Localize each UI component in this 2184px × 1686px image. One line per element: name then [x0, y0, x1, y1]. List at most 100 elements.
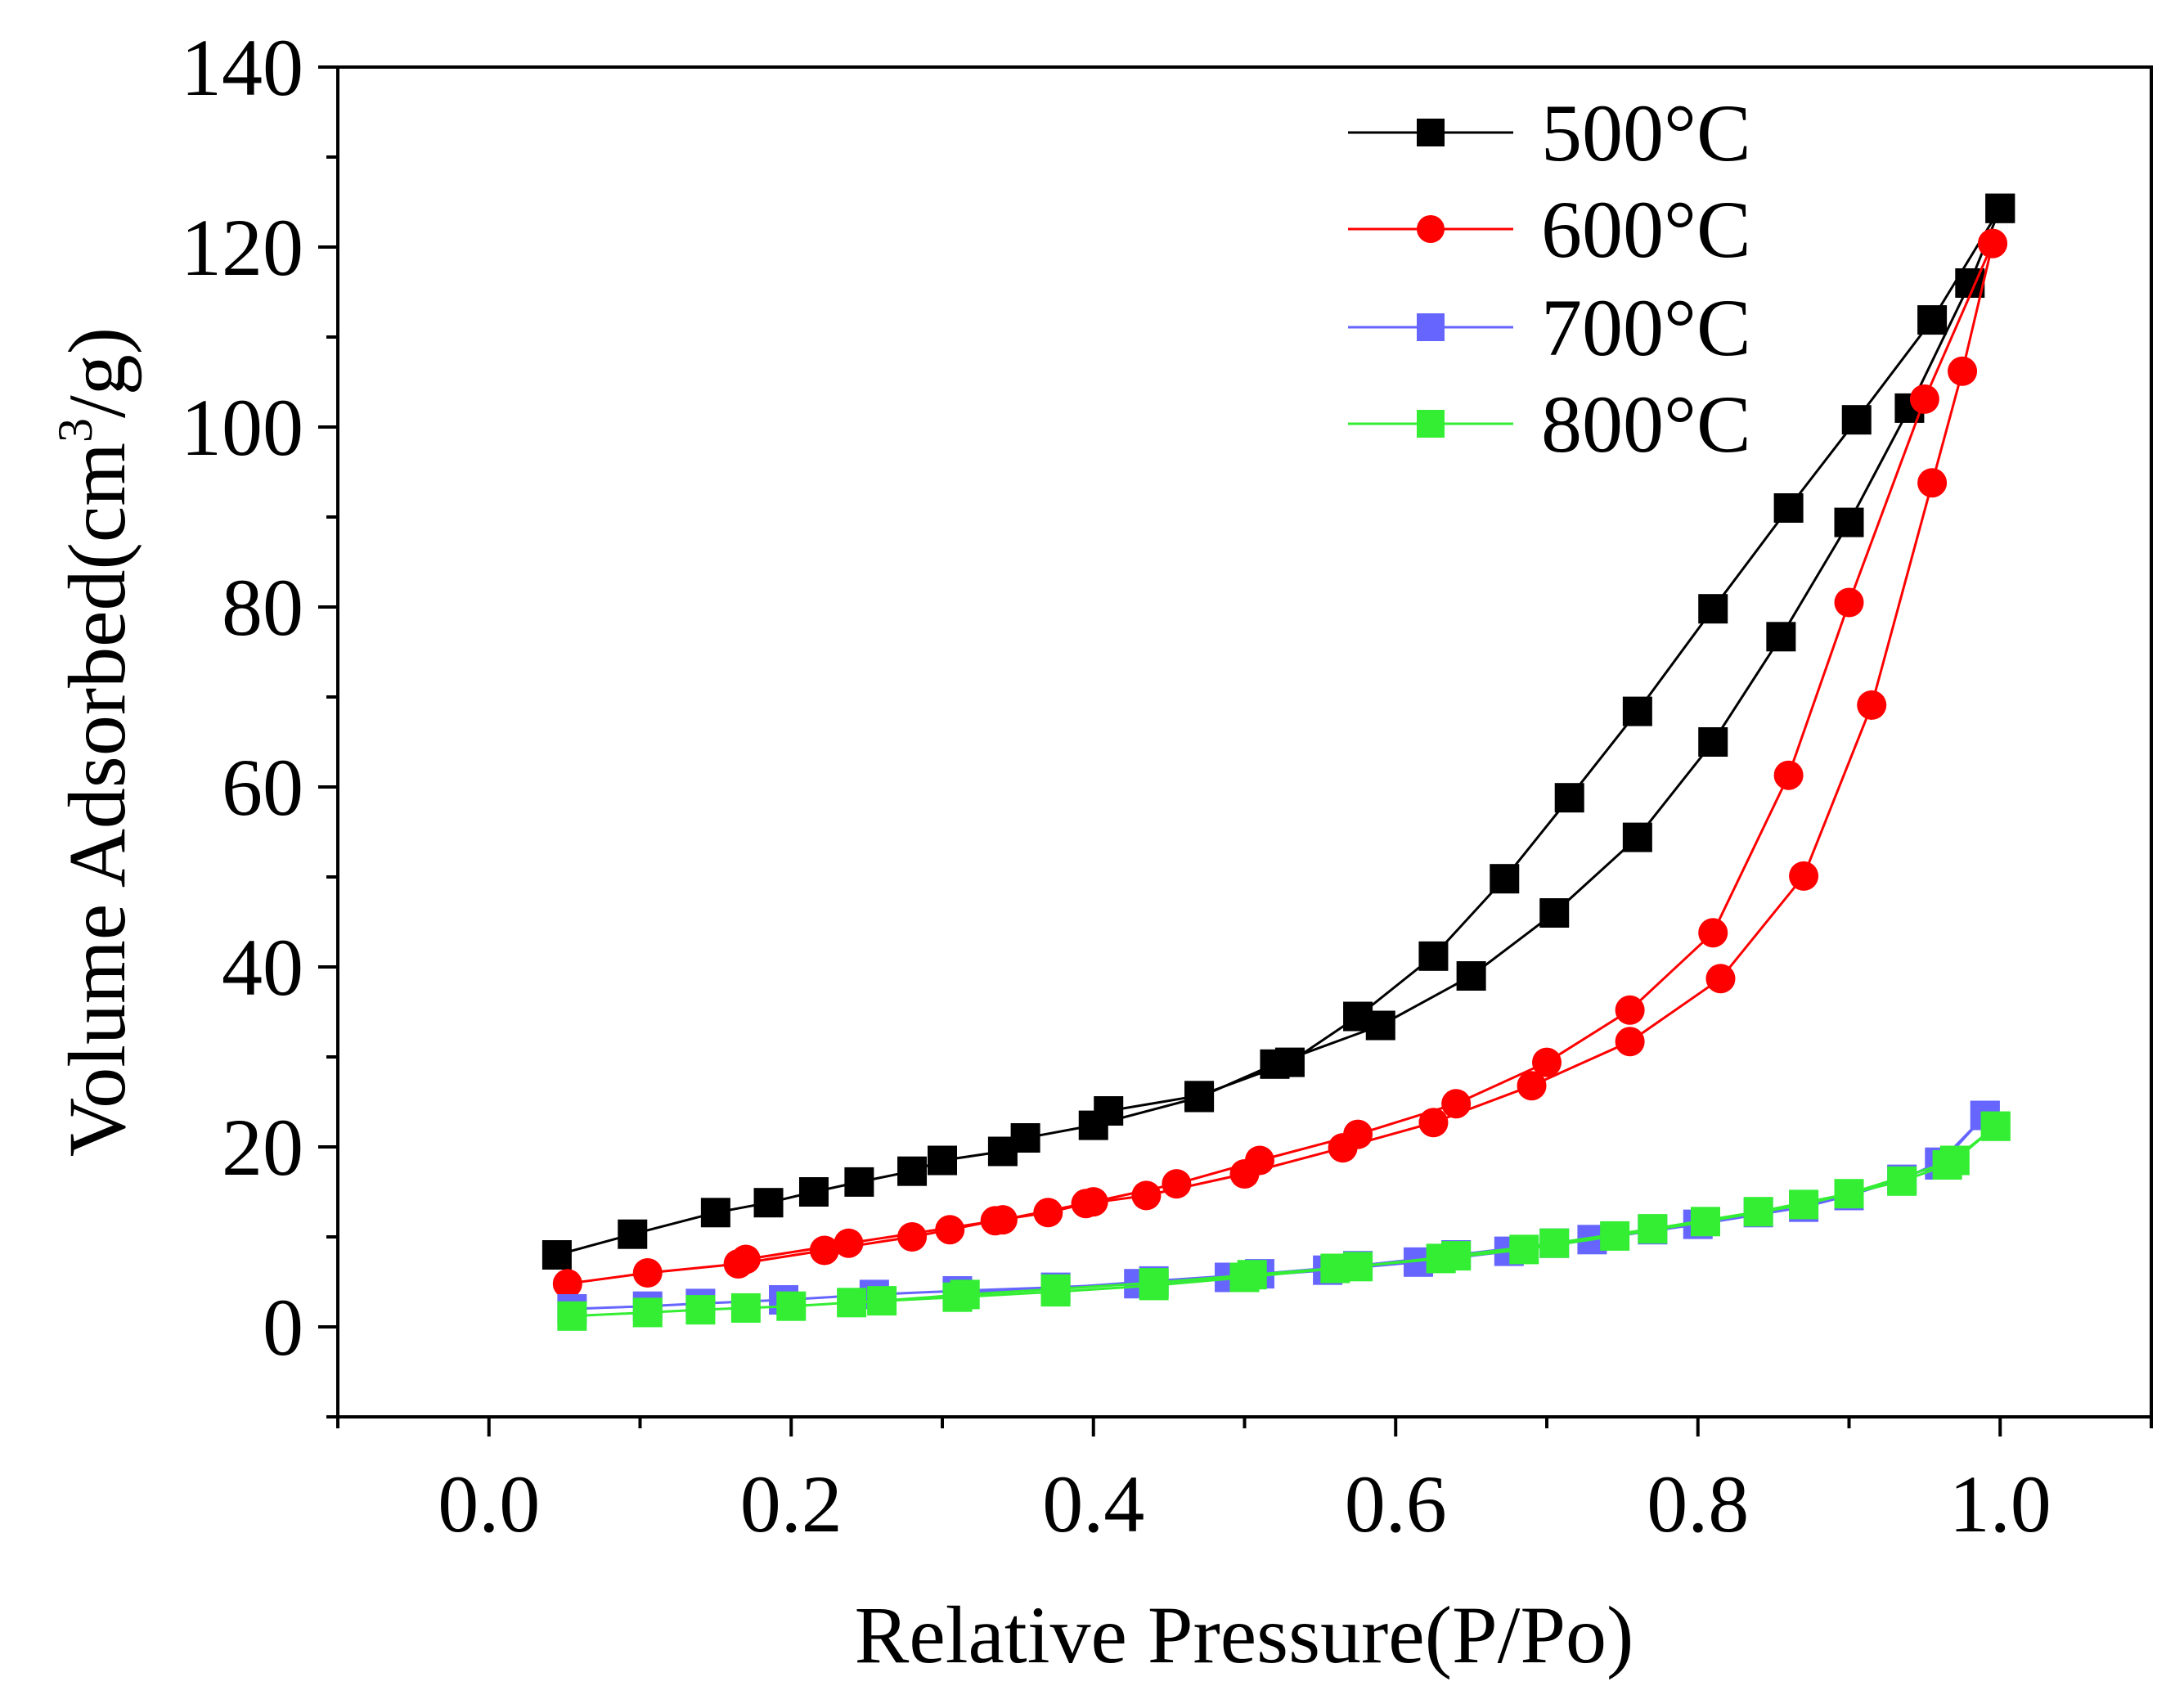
- data-point-adsorption: [618, 1219, 648, 1249]
- y-tick-label: 20: [222, 1102, 303, 1193]
- data-point-adsorption: [632, 1258, 663, 1288]
- data-point-desorption: [1274, 1047, 1305, 1077]
- y-axis-title-tail: /g): [52, 327, 142, 418]
- data-point-adsorption: [1789, 1189, 1819, 1220]
- data-point-adsorption: [1539, 898, 1570, 928]
- legend-marker: [1417, 313, 1445, 341]
- data-point-adsorption: [1010, 1123, 1040, 1153]
- series-0: [542, 193, 2015, 1270]
- series-line-desorption: [745, 242, 1994, 1261]
- series-1: [552, 228, 2008, 1299]
- legend-item: 800°C: [1348, 379, 1751, 470]
- legend-label: 600°C: [1541, 184, 1751, 275]
- data-point-desorption: [1094, 1096, 1124, 1126]
- series-layer: [542, 193, 2015, 1331]
- x-tick-label: 0.4: [1042, 1459, 1144, 1549]
- data-point-desorption: [1040, 1274, 1071, 1304]
- data-point-desorption: [1638, 1214, 1668, 1244]
- data-point-desorption: [1743, 1197, 1773, 1227]
- data-point-desorption: [1698, 594, 1728, 624]
- x-tick-label: 0.8: [1647, 1459, 1749, 1549]
- data-point-desorption: [1184, 1081, 1215, 1111]
- series-line-adsorption: [567, 243, 1994, 1285]
- data-point-desorption: [1162, 1169, 1192, 1199]
- data-point-adsorption: [776, 1291, 807, 1321]
- data-point-desorption: [950, 1279, 980, 1310]
- data-point-adsorption: [730, 1293, 761, 1323]
- y-axis-title-main: Volume Adsorbed(cm: [52, 443, 142, 1157]
- data-point-desorption: [1532, 1047, 1562, 1077]
- data-point-desorption: [987, 1205, 1018, 1235]
- x-axis-title: Relative Pressure(P/Po): [855, 1589, 1634, 1680]
- data-point-adsorption: [1615, 1027, 1645, 1057]
- data-point-desorption: [1698, 918, 1728, 948]
- data-point-desorption: [1909, 384, 1939, 414]
- data-point-desorption: [1939, 1145, 1970, 1176]
- series-line-desorption: [957, 1114, 1986, 1295]
- data-point-desorption: [834, 1228, 864, 1258]
- series-3: [557, 1111, 2011, 1331]
- data-point-adsorption: [1509, 1234, 1539, 1265]
- data-point-adsorption: [1887, 1166, 1917, 1196]
- data-point-desorption: [1418, 941, 1449, 971]
- data-point-adsorption: [1857, 690, 1887, 720]
- legend-item: 700°C: [1348, 282, 1751, 373]
- data-point-desorption: [1539, 1228, 1570, 1258]
- data-point-adsorption: [798, 1177, 829, 1207]
- legend-label: 800°C: [1541, 379, 1751, 470]
- y-tick-label: 40: [222, 922, 303, 1013]
- data-point-desorption: [1980, 1111, 2011, 1141]
- data-point-adsorption: [700, 1198, 730, 1228]
- data-point-desorption: [730, 1244, 761, 1275]
- legend-marker: [1417, 215, 1445, 243]
- y-tick-label: 60: [222, 742, 303, 833]
- data-point-adsorption: [897, 1222, 928, 1252]
- data-point-adsorption: [552, 1269, 582, 1299]
- data-point-adsorption: [1622, 822, 1652, 852]
- data-point-desorption: [1078, 1187, 1108, 1217]
- x-tick-label: 1.0: [1949, 1459, 2051, 1549]
- x-tick-label: 0.0: [438, 1459, 540, 1549]
- y-tick-label: 140: [181, 22, 303, 113]
- data-point-adsorption: [1456, 961, 1486, 991]
- plot-frame: [336, 65, 2153, 1418]
- data-point-desorption: [1343, 1119, 1373, 1149]
- data-point-desorption: [1773, 760, 1804, 790]
- y-tick-label: 80: [222, 562, 303, 653]
- legend-item: 600°C: [1348, 184, 1751, 275]
- data-point-adsorption: [837, 1288, 867, 1318]
- series-line-adsorption: [572, 1114, 1986, 1311]
- y-tick-label: 0: [263, 1282, 303, 1373]
- data-point-adsorption: [1766, 622, 1796, 652]
- data-point-adsorption: [542, 1240, 572, 1270]
- data-point-desorption: [1244, 1145, 1274, 1176]
- legend-marker: [1417, 119, 1445, 146]
- data-point-desorption: [1841, 405, 1872, 435]
- y-tick-label: 120: [181, 202, 303, 293]
- data-point-adsorption: [685, 1295, 716, 1325]
- legend-item: 500°C: [1348, 88, 1751, 178]
- data-point-adsorption: [1600, 1221, 1630, 1251]
- axis-ticks: [318, 65, 2153, 1436]
- y-tick-label: 100: [181, 382, 303, 473]
- data-point-desorption: [1978, 228, 2008, 259]
- data-point-desorption: [1441, 1089, 1472, 1119]
- data-point-adsorption: [1517, 1071, 1547, 1101]
- legend-marker: [1417, 410, 1445, 438]
- data-point-adsorption: [632, 1297, 663, 1328]
- data-point-desorption: [1834, 587, 1864, 618]
- data-point-desorption: [1237, 1260, 1267, 1290]
- y-axis-title: Volume Adsorbed(cm3/g): [48, 327, 142, 1157]
- data-point-desorption: [1917, 305, 1948, 335]
- data-point-adsorption: [1033, 1198, 1063, 1228]
- data-point-adsorption: [1698, 727, 1728, 757]
- data-point-adsorption: [1789, 861, 1819, 891]
- data-point-adsorption: [753, 1188, 784, 1218]
- legend-label: 700°C: [1541, 282, 1751, 373]
- data-point-adsorption: [1418, 1108, 1449, 1138]
- data-point-desorption: [1139, 1268, 1169, 1298]
- data-point-adsorption: [928, 1145, 957, 1176]
